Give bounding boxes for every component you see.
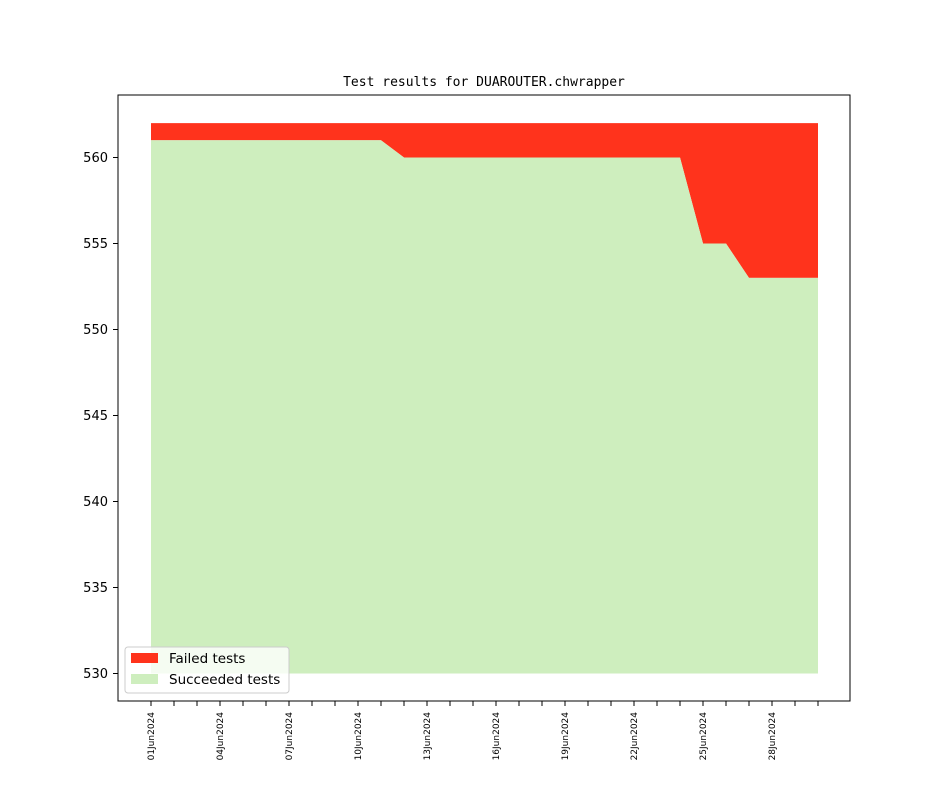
y-tick-label: 545 — [83, 409, 108, 424]
plot-areas — [151, 123, 818, 674]
legend-swatch-succeeded — [131, 674, 158, 684]
x-tick-label: 04Jun2024 — [216, 712, 226, 761]
area-succeeded-tests — [151, 140, 818, 674]
plot-frame — [117, 94, 851, 702]
x-tick-label: 16Jun2024 — [492, 712, 502, 761]
x-tick-label: 19Jun2024 — [561, 712, 571, 761]
y-tick-label: 560 — [83, 151, 108, 166]
legend-swatch-failed — [131, 653, 158, 663]
legend-label-succeeded: Succeeded tests — [169, 672, 280, 688]
x-axis: 01Jun2024 04Jun2024 07Jun2024 10Jun2024 13Ju… — [147, 701, 819, 761]
y-tick-label: 550 — [83, 323, 108, 338]
x-tick-label: 28Jun2024 — [768, 712, 778, 761]
x-tick-label: 10Jun2024 — [354, 712, 364, 761]
y-tick-label: 535 — [83, 581, 108, 596]
x-tick-label: 07Jun2024 — [285, 712, 295, 761]
legend: Failed tests Succeeded tests — [124, 646, 290, 694]
chart-title: Test results for DUAROUTER.chwrapper — [343, 75, 625, 90]
y-axis: 530 535 540 545 550 555 560 — [83, 151, 118, 682]
x-tick-label: 25Jun2024 — [699, 712, 709, 761]
x-tick-label: 01Jun2024 — [147, 712, 157, 761]
x-tick-label: 13Jun2024 — [423, 712, 433, 761]
legend-label-failed: Failed tests — [169, 651, 245, 667]
legend-box — [124, 646, 290, 694]
y-tick-label: 540 — [83, 495, 108, 510]
y-tick-label: 530 — [83, 667, 108, 682]
area-failed-tests — [151, 123, 818, 278]
y-tick-label: 555 — [83, 237, 108, 252]
x-tick-label: 22Jun2024 — [630, 712, 640, 761]
